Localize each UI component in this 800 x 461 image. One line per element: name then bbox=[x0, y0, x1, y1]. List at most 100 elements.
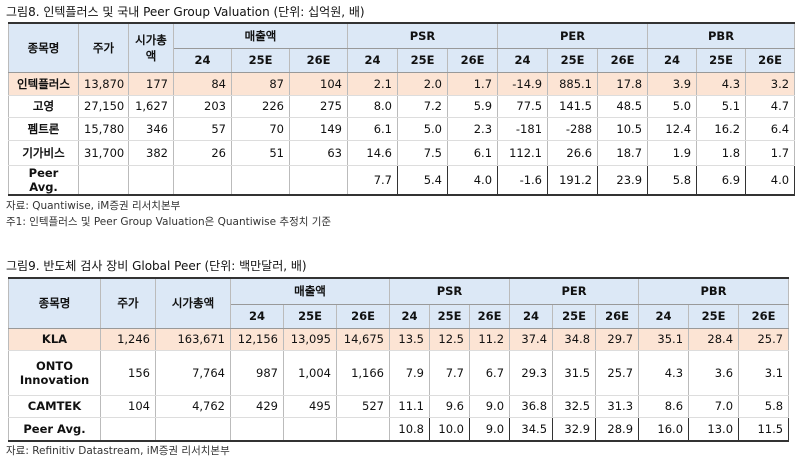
table-cell: 31.3 bbox=[595, 395, 640, 418]
data-row: 기가비스 31,700 382 26 51 63 14.6 7.5 6.1 112.1 26.6 18… bbox=[8, 140, 796, 166]
table-cell: 1.9 bbox=[647, 140, 698, 166]
table-cell: 27,150 bbox=[78, 95, 129, 118]
table-cell: 15,780 bbox=[78, 117, 129, 141]
table-cell: 36.8 bbox=[509, 395, 554, 418]
table-cell: 1.7 bbox=[745, 140, 796, 166]
table-cell: 25.7 bbox=[738, 328, 790, 351]
column-header: 시가총액 bbox=[128, 23, 174, 73]
table-cell: 5.1 bbox=[696, 95, 747, 118]
group-header: PER bbox=[497, 23, 649, 49]
table-cell: 29.3 bbox=[509, 350, 554, 396]
table-cell: 7.7 bbox=[347, 164, 398, 196]
period-header: 26E bbox=[595, 304, 640, 329]
table-cell: 11.1 bbox=[389, 395, 430, 418]
empty-cell bbox=[78, 164, 129, 196]
table-cell: 12,156 bbox=[230, 328, 284, 351]
table-cell: 4.7 bbox=[745, 95, 796, 118]
row-label: Peer Avg. bbox=[8, 164, 79, 196]
table-cell: 23.9 bbox=[597, 164, 649, 196]
table-cell: 10.5 bbox=[597, 117, 649, 141]
table-cell: 16.2 bbox=[696, 117, 747, 141]
table-cell: 9.0 bbox=[468, 395, 511, 418]
source-note: 주1: 인텍플러스 및 Peer Group Valuation은 Quanti… bbox=[6, 216, 332, 228]
table-cell: 77.5 bbox=[497, 95, 549, 118]
column-header: 종목명 bbox=[8, 23, 79, 73]
table-cell: 84 bbox=[173, 72, 232, 96]
table-cell: 6.1 bbox=[446, 140, 499, 166]
table-cell: 7.9 bbox=[389, 350, 430, 396]
column-header: 주가 bbox=[78, 23, 129, 73]
table-cell: 177 bbox=[128, 72, 174, 96]
period-header: 26E bbox=[336, 304, 390, 329]
table-cell: 8.0 bbox=[347, 95, 398, 118]
empty-cell bbox=[231, 164, 290, 196]
table-cell: 5.0 bbox=[647, 95, 698, 118]
table-cell: 6.9 bbox=[696, 164, 747, 196]
table-cell: 6.4 bbox=[745, 117, 796, 141]
table-cell: 26 bbox=[173, 140, 232, 166]
table-cell: 141.5 bbox=[547, 95, 599, 118]
table-cell: 34.5 bbox=[509, 416, 554, 442]
period-header: 25E bbox=[547, 48, 599, 73]
data-row: Peer Avg. 10.8 10.0 9.0 34.5 32.9 28.9 16.0 13.0… bbox=[8, 416, 790, 442]
row-label: 고영 bbox=[8, 95, 79, 118]
table-cell: 429 bbox=[230, 395, 284, 418]
table-cell: 149 bbox=[289, 117, 348, 141]
data-table: 종목명 주가 시가총액 매출액 PSR PER PBR 24 25E 26E 24 25E 26E 24 2… bbox=[8, 277, 790, 442]
table-cell: 10.0 bbox=[429, 416, 470, 442]
table-cell: 3.6 bbox=[688, 350, 740, 396]
table-cell: 28.9 bbox=[595, 416, 640, 442]
column-header: 시가총액 bbox=[155, 278, 231, 329]
table-cell: 112.1 bbox=[497, 140, 549, 166]
table-cell: 5.4 bbox=[397, 164, 448, 196]
table-cell: 48.5 bbox=[597, 95, 649, 118]
table-cell: 29.7 bbox=[595, 328, 640, 351]
table-cell: 63 bbox=[289, 140, 348, 166]
table-cell: 14.6 bbox=[347, 140, 398, 166]
data-row: Peer Avg. 7.7 5.4 4.0 -1.6 191.2 23.9 5.8 6.9 4.0 bbox=[8, 164, 796, 196]
table-cell: 7.0 bbox=[688, 395, 740, 418]
period-header: 25E bbox=[231, 48, 290, 73]
table-cell: 11.2 bbox=[468, 328, 511, 351]
row-label: KLA bbox=[8, 328, 101, 351]
row-label: CAMTEK bbox=[8, 395, 101, 418]
data-row: KLA 1,246 163,671 12,156 13,095 14,675 13.5 12.… bbox=[8, 328, 790, 351]
empty-cell bbox=[336, 416, 390, 442]
group-header: 매출액 bbox=[230, 278, 390, 305]
empty-cell bbox=[173, 164, 232, 196]
table-cell: 4.3 bbox=[696, 72, 747, 96]
table-cell: 57 bbox=[173, 117, 232, 141]
table-cell: 35.1 bbox=[638, 328, 690, 351]
table-cell: 5.0 bbox=[397, 117, 448, 141]
table-cell: 12.5 bbox=[429, 328, 470, 351]
table-cell: 7.5 bbox=[397, 140, 448, 166]
table-cell: 9.6 bbox=[429, 395, 470, 418]
table-cell: -14.9 bbox=[497, 72, 549, 96]
table-cell: 2.1 bbox=[347, 72, 398, 96]
group-header: PBR bbox=[647, 23, 796, 49]
table-cell: 4.0 bbox=[446, 164, 499, 196]
table-cell: 275 bbox=[289, 95, 348, 118]
period-header: 26E bbox=[446, 48, 499, 73]
empty-cell bbox=[155, 416, 231, 442]
table-cell: 2.0 bbox=[397, 72, 448, 96]
row-label: 펨트론 bbox=[8, 117, 79, 141]
table-cell: 9.0 bbox=[468, 416, 511, 442]
period-header: 26E bbox=[738, 304, 790, 329]
table-cell: 32.5 bbox=[552, 395, 597, 418]
table-cell: 1,246 bbox=[100, 328, 156, 351]
group-header: 매출액 bbox=[173, 23, 348, 49]
data-table: 종목명 주가 시가총액 매출액 PSR PER PBR 24 25E 26E 24 25E 26E 24 2… bbox=[8, 22, 796, 196]
table-cell: 1,166 bbox=[336, 350, 390, 396]
period-header: 24 bbox=[647, 48, 698, 73]
row-label: 기가비스 bbox=[8, 140, 79, 166]
table-cell: 3.2 bbox=[745, 72, 796, 96]
table-cell: 16.0 bbox=[638, 416, 690, 442]
table-cell: 12.4 bbox=[647, 117, 698, 141]
empty-cell bbox=[100, 416, 156, 442]
table-cell: 7.2 bbox=[397, 95, 448, 118]
table-cell: 104 bbox=[289, 72, 348, 96]
table-cell: 527 bbox=[336, 395, 390, 418]
empty-cell bbox=[230, 416, 284, 442]
